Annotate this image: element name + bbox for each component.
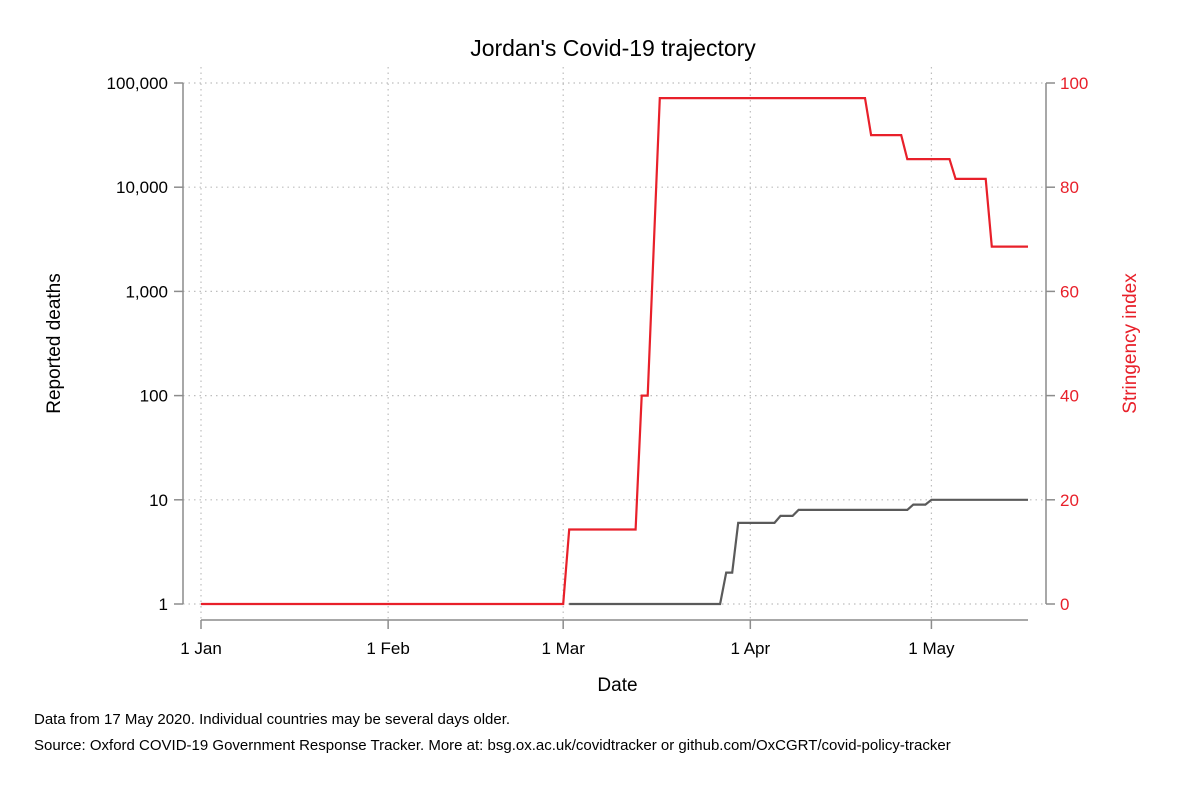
footnote-data-date: Data from 17 May 2020. Individual countr… bbox=[34, 711, 511, 728]
stringency-line bbox=[201, 96, 1028, 606]
x-tick-label: 1 Apr bbox=[730, 639, 770, 658]
x-tick-label: 1 Feb bbox=[366, 639, 409, 658]
series-lines bbox=[201, 96, 1028, 606]
y-right-tick-label: 100 bbox=[1060, 74, 1088, 93]
x-tick-label: 1 Jan bbox=[180, 639, 222, 658]
y-left-tick-label: 10,000 bbox=[116, 178, 168, 197]
x-axis-label: Date bbox=[597, 675, 637, 696]
axes: 1 10 100 1,000 10,000 100,000 0 20 40 60 80 100 1 Ja… bbox=[107, 74, 1089, 658]
y-left-tick-label: 1,000 bbox=[125, 282, 168, 301]
y-right-tick-label: 40 bbox=[1060, 387, 1079, 406]
grid-lines bbox=[183, 67, 1046, 620]
y-right-tick-label: 60 bbox=[1060, 282, 1079, 301]
chart: Jordan's Covid-19 trajectory 1 10 100 1,000… bbox=[44, 35, 1141, 696]
x-tick-label: 1 Mar bbox=[541, 639, 585, 658]
y-axis-left-label: Reported deaths bbox=[44, 273, 65, 414]
x-tick-label: 1 May bbox=[908, 639, 955, 658]
y-left-tick-label: 100,000 bbox=[107, 74, 168, 93]
deaths-line bbox=[569, 498, 1028, 606]
y-right-tick-label: 0 bbox=[1060, 595, 1069, 614]
y-left-tick-label: 100 bbox=[140, 387, 168, 406]
y-left-tick-label: 1 bbox=[159, 595, 168, 614]
y-right-tick-label: 20 bbox=[1060, 491, 1079, 510]
y-left-tick-label: 10 bbox=[149, 491, 168, 510]
chart-title: Jordan's Covid-19 trajectory bbox=[470, 35, 756, 61]
y-right-tick-label: 80 bbox=[1060, 178, 1079, 197]
y-axis-right-label: Stringency index bbox=[1120, 273, 1141, 414]
footnote-source: Source: Oxford COVID-19 Government Respo… bbox=[34, 737, 951, 754]
